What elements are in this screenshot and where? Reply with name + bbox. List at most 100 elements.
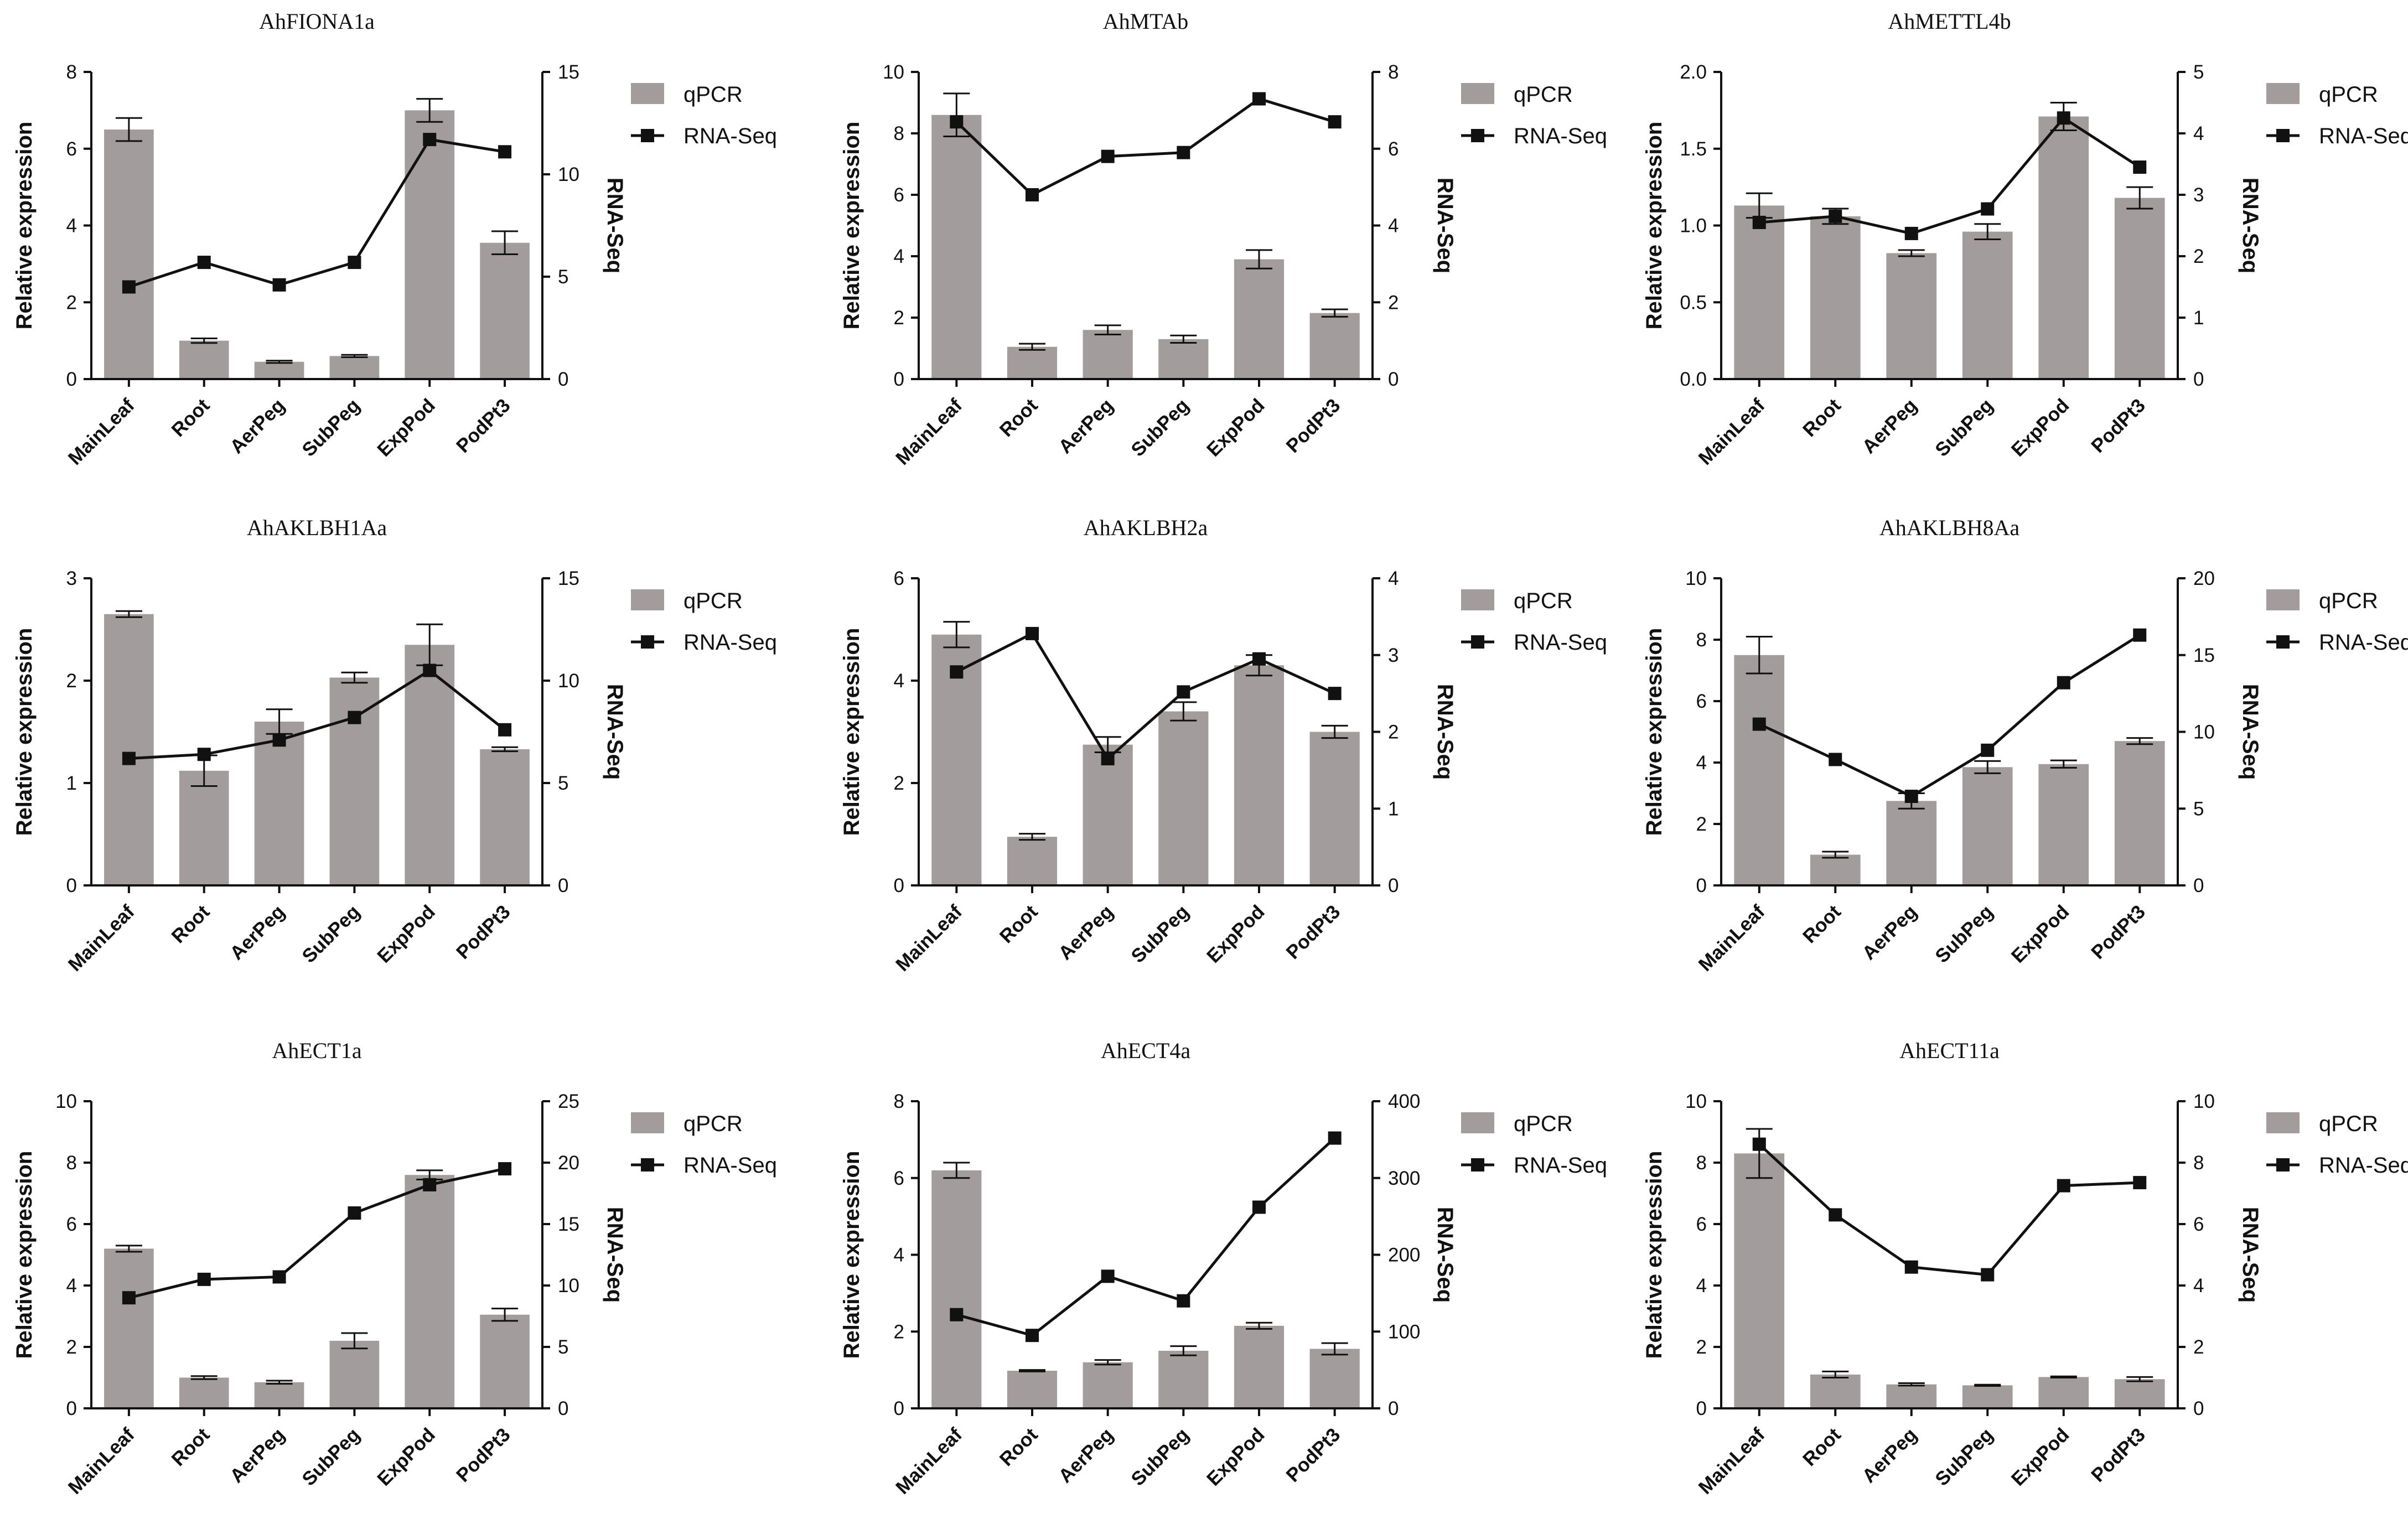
qpcr-bar bbox=[104, 614, 154, 885]
rnaseq-line bbox=[128, 668, 506, 760]
chart-panel: AhFIONA1a 0 2 4 6 8 0 5 10 15 MainLeaf Root AerPeg Su… bbox=[12, 9, 777, 469]
y2-axis-title: RNA-Seq bbox=[1433, 178, 1457, 273]
rnaseq-point bbox=[423, 1178, 437, 1191]
y-axis-title: Relative expression bbox=[1642, 628, 1666, 836]
rnaseq-point bbox=[122, 1291, 136, 1305]
y-tick-label: 0 bbox=[66, 875, 77, 896]
category-label: SubPeg bbox=[1931, 1424, 1997, 1490]
qpcr-bar bbox=[931, 1170, 982, 1408]
legend-label-rnaseq: RNA-Seq bbox=[1514, 1153, 1607, 1178]
qpcr-bar bbox=[2038, 764, 2089, 885]
category-label: ExpPod bbox=[373, 395, 439, 461]
qpcr-bar bbox=[1083, 1362, 1133, 1408]
rnaseq-point bbox=[1026, 188, 1039, 201]
y2-tick-label: 5 bbox=[2193, 798, 2204, 820]
y2-tick-label: 4 bbox=[2193, 1275, 2204, 1297]
legend-swatch-qpcr bbox=[2266, 83, 2300, 104]
qpcr-bar bbox=[104, 1248, 154, 1408]
rnaseq-point bbox=[197, 1272, 211, 1286]
rnaseq-point bbox=[1981, 743, 1995, 757]
rnaseq-line bbox=[128, 1167, 505, 1299]
y2-tick-label: 10 bbox=[558, 670, 579, 692]
rnaseq-point bbox=[1904, 226, 1918, 240]
category-label: AerPeg bbox=[1054, 395, 1117, 458]
y-tick-label: 8 bbox=[894, 123, 904, 144]
y2-tick-label: 4 bbox=[2193, 123, 2204, 144]
rnaseq-point bbox=[1101, 149, 1115, 163]
legend-swatch-qpcr bbox=[1461, 589, 1494, 610]
y2-tick-label: 4 bbox=[1388, 568, 1399, 589]
rnaseq-point bbox=[1752, 717, 1766, 731]
y-tick-label: 0 bbox=[66, 1398, 77, 1419]
rnaseq-point bbox=[1328, 115, 1342, 129]
rnaseq-point bbox=[1904, 790, 1918, 804]
y2-axis-title: RNA-Seq bbox=[603, 684, 627, 780]
chart-title: AhAKLBH1Aa bbox=[247, 515, 387, 540]
chart-title: AhFIONA1a bbox=[259, 9, 375, 34]
y-tick-label: 0 bbox=[1696, 875, 1707, 896]
y2-tick-label: 8 bbox=[1388, 61, 1399, 83]
category-label: SubPeg bbox=[1931, 395, 1997, 461]
legend-label-rnaseq: RNA-Seq bbox=[1514, 124, 1607, 148]
rnaseq-point bbox=[1981, 1268, 1995, 1282]
y2-tick-label: 10 bbox=[2193, 722, 2215, 743]
rnaseq-point bbox=[1252, 652, 1266, 666]
qpcr-bar bbox=[480, 1314, 530, 1408]
category-label: ExpPod bbox=[1203, 901, 1269, 967]
category-label: MainLeaf bbox=[1695, 1424, 1769, 1499]
y-axis-title: Relative expression bbox=[12, 1151, 37, 1359]
legend-label-qpcr: qPCR bbox=[2319, 82, 2378, 107]
category-label: SubPeg bbox=[1127, 901, 1193, 967]
legend-label-rnaseq: RNA-Seq bbox=[1514, 630, 1607, 655]
legend-swatch-qpcr bbox=[2266, 589, 2300, 610]
y-axis-title: Relative expression bbox=[12, 628, 37, 836]
chart-panel: AhAKLBH1Aa 0 1 2 3 0 5 10 15 MainLeaf Root AerPeg Su… bbox=[12, 515, 777, 976]
rnaseq-point bbox=[348, 711, 361, 724]
qpcr-bar bbox=[1234, 259, 1285, 379]
legend-marker-rnaseq bbox=[2276, 1158, 2290, 1171]
rnaseq-point bbox=[197, 748, 211, 761]
legend-marker-rnaseq bbox=[2276, 129, 2290, 142]
y-tick-label: 0.0 bbox=[1680, 369, 1707, 390]
legend-label-qpcr: qPCR bbox=[1514, 82, 1573, 107]
y2-tick-label: 10 bbox=[558, 164, 579, 185]
qpcr-bar bbox=[1886, 801, 1937, 885]
qpcr-bar bbox=[1007, 1371, 1058, 1408]
y-tick-label: 6 bbox=[894, 1168, 904, 1189]
y2-tick-label: 1 bbox=[2193, 307, 2204, 329]
rnaseq-point bbox=[1829, 1208, 1842, 1222]
category-label: MainLeaf bbox=[64, 1424, 139, 1499]
rnaseq-point bbox=[498, 145, 512, 159]
y2-tick-label: 10 bbox=[558, 1275, 579, 1297]
y2-tick-label: 0 bbox=[2193, 369, 2204, 390]
category-label: AerPeg bbox=[226, 901, 289, 964]
y2-tick-label: 25 bbox=[558, 1091, 579, 1112]
y-tick-label: 4 bbox=[894, 670, 904, 692]
y-tick-label: 2 bbox=[66, 670, 77, 692]
y-tick-label: 4 bbox=[66, 215, 77, 237]
y2-tick-label: 0 bbox=[2193, 875, 2204, 896]
category-label: PodPt3 bbox=[2087, 1424, 2150, 1486]
qpcr-bar bbox=[179, 1377, 229, 1408]
legend-label-rnaseq: RNA-Seq bbox=[2319, 1153, 2408, 1178]
y2-tick-label: 15 bbox=[558, 61, 579, 83]
qpcr-bar bbox=[1734, 1153, 1785, 1408]
y2-axis-title: RNA-Seq bbox=[603, 1207, 627, 1303]
category-label: PodPt3 bbox=[1282, 395, 1344, 457]
legend-marker-rnaseq bbox=[1471, 1158, 1484, 1171]
y-tick-label: 0 bbox=[894, 1398, 904, 1419]
rnaseq-point bbox=[950, 665, 964, 679]
rnaseq-point bbox=[2057, 676, 2070, 690]
qpcr-bar bbox=[254, 722, 304, 885]
y2-axis-title: RNA-Seq bbox=[1433, 1207, 1457, 1303]
y2-tick-label: 1 bbox=[1388, 798, 1399, 820]
y-axis-title: Relative expression bbox=[12, 122, 37, 330]
legend-marker-rnaseq bbox=[641, 129, 654, 142]
rnaseq-point bbox=[1026, 1329, 1039, 1342]
rnaseq-point bbox=[197, 256, 211, 269]
rnaseq-point bbox=[2133, 1176, 2147, 1190]
chart-panel: AhECT4a 0 2 4 6 8 0 100 200 300 400 MainLeaf Root Aer… bbox=[840, 1038, 1607, 1499]
y-axis-title: Relative expression bbox=[840, 122, 864, 330]
category-label: AerPeg bbox=[226, 1424, 289, 1487]
y2-tick-label: 2 bbox=[2193, 246, 2204, 267]
